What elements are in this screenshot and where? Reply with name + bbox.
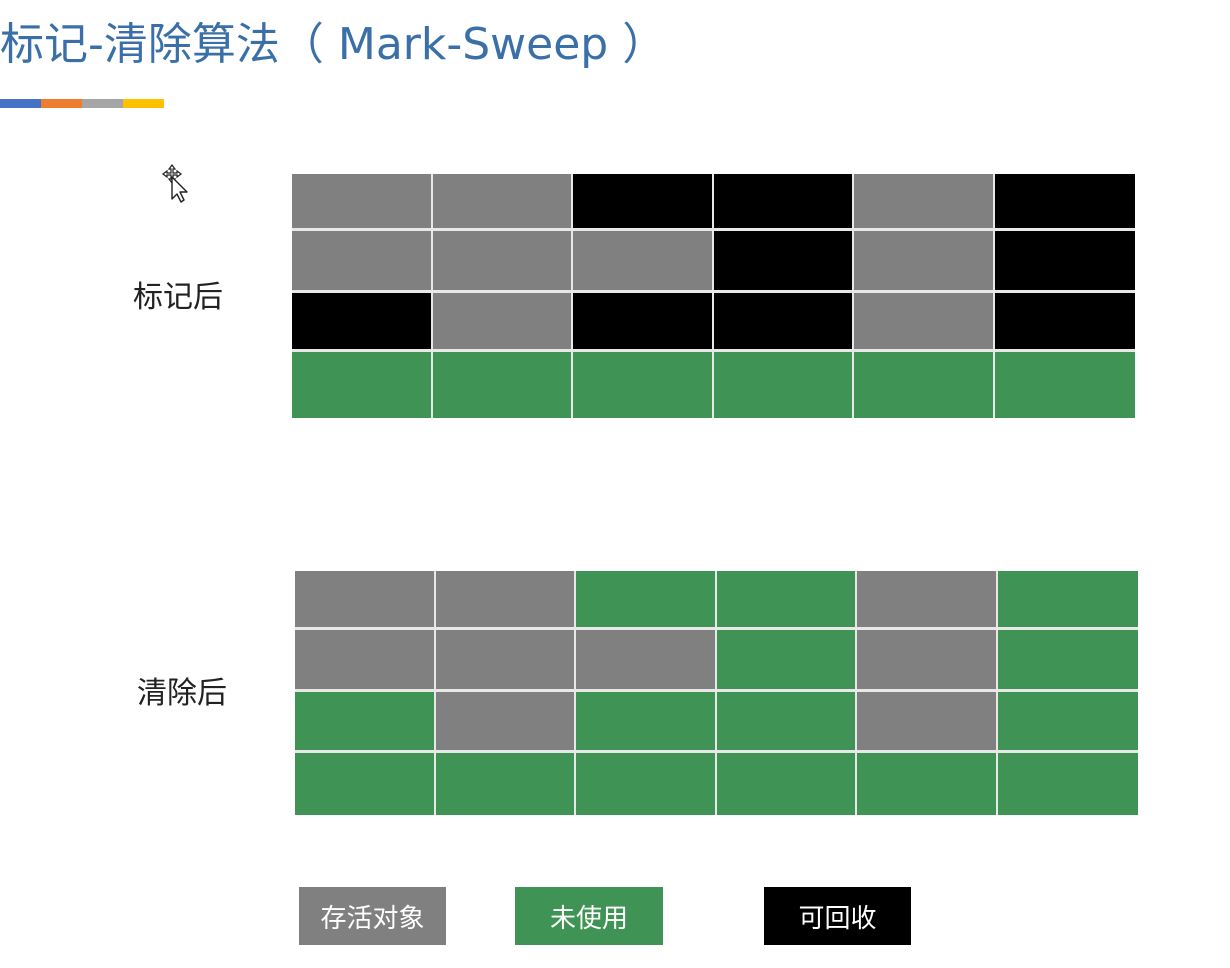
legend-reclaimable: 可回收 bbox=[764, 887, 911, 945]
after-mark-memory-grid bbox=[292, 174, 1135, 418]
after-sweep-cell-live bbox=[435, 571, 576, 630]
legend-unused: 未使用 bbox=[515, 887, 663, 945]
legend-reclaimable-label: 可回收 bbox=[798, 903, 877, 934]
after-sweep-cell-live bbox=[295, 630, 436, 692]
after-sweep-cell-live bbox=[576, 630, 717, 692]
after-mark-cell-live bbox=[292, 231, 433, 293]
after-mark-cell-reclaimable bbox=[713, 231, 854, 293]
after-sweep-cell-live bbox=[857, 571, 998, 630]
after-sweep-cell-unused bbox=[997, 571, 1138, 630]
after-mark-cell-reclaimable bbox=[713, 174, 854, 231]
accent-segment-yellow bbox=[123, 99, 164, 108]
after-mark-label: 标记后 bbox=[133, 280, 223, 315]
page-title: 标记-清除算法（ Mark-Sweep ） bbox=[0, 19, 667, 70]
after-mark-cell-live bbox=[854, 174, 995, 231]
after-mark-cell-live bbox=[854, 293, 995, 352]
after-sweep-cell-unused bbox=[716, 630, 857, 692]
after-sweep-cell-unused bbox=[716, 571, 857, 630]
after-mark-cell-live bbox=[432, 231, 573, 293]
after-mark-cell-reclaimable bbox=[994, 293, 1135, 352]
accent-segment-gray bbox=[82, 99, 123, 108]
legend-live-label: 存活对象 bbox=[320, 903, 425, 934]
after-sweep-cell-live bbox=[435, 692, 576, 753]
after-sweep-cell-unused bbox=[997, 630, 1138, 692]
after-mark-cell-reclaimable bbox=[713, 293, 854, 352]
after-sweep-cell-unused bbox=[435, 753, 576, 815]
after-mark-cell-unused bbox=[573, 352, 714, 418]
after-sweep-cell-unused bbox=[576, 571, 717, 630]
after-mark-cell-unused bbox=[292, 352, 433, 418]
after-sweep-cell-unused bbox=[716, 692, 857, 753]
after-mark-cell-reclaimable bbox=[573, 174, 714, 231]
after-sweep-cell-unused bbox=[716, 753, 857, 815]
after-sweep-cell-unused bbox=[295, 692, 436, 753]
after-mark-cell-live bbox=[573, 231, 714, 293]
legend-unused-label: 未使用 bbox=[549, 903, 628, 934]
after-mark-cell-reclaimable bbox=[994, 174, 1135, 231]
after-sweep-cell-unused bbox=[857, 753, 998, 815]
after-sweep-cell-unused bbox=[576, 692, 717, 753]
after-sweep-cell-live bbox=[857, 630, 998, 692]
after-mark-cell-live bbox=[292, 174, 433, 231]
after-sweep-cell-unused bbox=[576, 753, 717, 815]
after-mark-cell-reclaimable bbox=[573, 293, 714, 352]
after-sweep-cell-live bbox=[295, 571, 436, 630]
after-mark-cell-unused bbox=[713, 352, 854, 418]
after-mark-cell-live bbox=[432, 174, 573, 231]
after-sweep-memory-grid bbox=[295, 571, 1138, 815]
after-mark-cell-reclaimable bbox=[292, 293, 433, 352]
after-mark-cell-live bbox=[432, 293, 573, 352]
move-cursor-icon bbox=[162, 164, 188, 203]
accent-segment-blue bbox=[0, 99, 41, 108]
after-mark-cell-reclaimable bbox=[994, 231, 1135, 293]
after-sweep-label: 清除后 bbox=[137, 676, 227, 711]
title-accent-bar bbox=[0, 99, 164, 108]
after-mark-cell-unused bbox=[854, 352, 995, 418]
after-sweep-cell-live bbox=[435, 630, 576, 692]
after-sweep-cell-unused bbox=[997, 753, 1138, 815]
after-mark-cell-unused bbox=[994, 352, 1135, 418]
accent-segment-orange bbox=[41, 99, 82, 108]
legend-live-objects: 存活对象 bbox=[299, 887, 446, 945]
after-mark-cell-unused bbox=[432, 352, 573, 418]
after-sweep-cell-live bbox=[857, 692, 998, 753]
after-sweep-cell-unused bbox=[295, 753, 436, 815]
after-sweep-cell-unused bbox=[997, 692, 1138, 753]
after-mark-cell-live bbox=[854, 231, 995, 293]
